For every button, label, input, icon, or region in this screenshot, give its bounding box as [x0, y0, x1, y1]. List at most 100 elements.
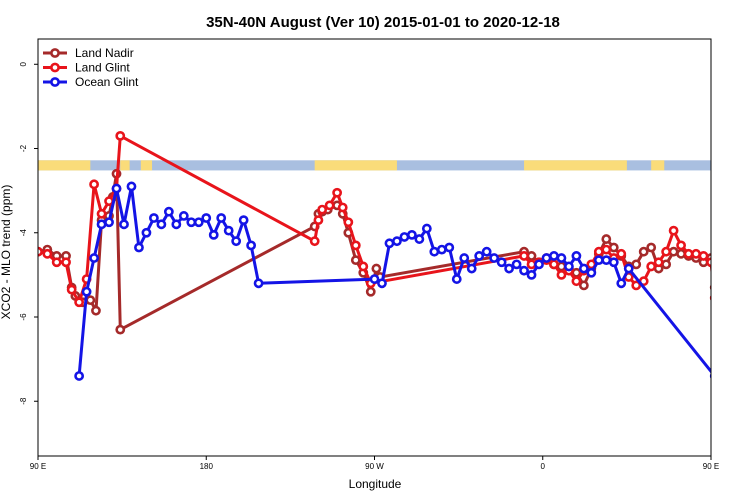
data-point [216, 213, 227, 223]
data-point [421, 223, 432, 234]
data-point [608, 257, 619, 268]
data-point [119, 219, 129, 230]
data-point [178, 211, 189, 221]
data-point [519, 265, 529, 276]
series-land-nadir [38, 168, 750, 335]
data-point [246, 240, 257, 251]
data-point [89, 179, 99, 190]
data-point [541, 253, 552, 263]
data-point [631, 280, 642, 291]
data-point [691, 248, 701, 259]
data-point [722, 299, 729, 306]
data-point [526, 269, 537, 280]
data-point [616, 278, 627, 289]
data-point [661, 259, 672, 270]
legend-marker [50, 77, 60, 87]
land-segment [524, 160, 627, 171]
legend-item: Land Glint [43, 61, 130, 75]
data-point [466, 263, 477, 274]
data-point [81, 286, 92, 297]
data-point [253, 278, 264, 289]
data-point [631, 259, 642, 270]
data-point [115, 130, 126, 141]
data-point [104, 217, 114, 228]
data-point [549, 251, 559, 261]
data-point [96, 219, 107, 230]
data-point [324, 200, 335, 211]
data-point [526, 251, 537, 261]
data-point [238, 215, 249, 226]
data-point [578, 263, 589, 274]
data-point [737, 204, 744, 211]
data-point [91, 305, 101, 316]
data-point [343, 217, 354, 228]
data-point [683, 248, 694, 259]
data-point [436, 244, 447, 255]
data-point [66, 284, 77, 295]
data-point [698, 251, 709, 261]
land-segment [651, 160, 665, 171]
data-point [676, 248, 686, 259]
land-segment [120, 160, 130, 171]
data-point [578, 280, 589, 291]
legend-label: Land Nadir [75, 46, 134, 60]
data-point [616, 248, 627, 259]
data-point [601, 234, 612, 244]
data-point [74, 297, 85, 308]
data-point [623, 263, 634, 274]
data-point [556, 253, 567, 263]
data-point [377, 278, 387, 289]
x-tick-label: 90 E [703, 462, 719, 471]
data-point [406, 229, 417, 240]
chart-title: 35N-40N August (Ver 10) 2015-01-01 to 20… [206, 14, 560, 31]
data-point [231, 236, 242, 247]
data-point [85, 295, 96, 306]
data-point [358, 261, 369, 272]
data-point [74, 371, 85, 381]
data-point [519, 251, 529, 261]
legend-marker [50, 48, 60, 58]
data-point [646, 242, 657, 253]
data-point [61, 257, 71, 268]
data-point [735, 217, 742, 224]
data-point [722, 301, 729, 308]
data-point [726, 273, 733, 280]
data-point [337, 202, 348, 213]
data-point [149, 213, 159, 223]
data-point [171, 219, 182, 230]
data-point [747, 193, 750, 200]
data-point [126, 181, 137, 192]
data-point [732, 221, 739, 228]
data-point [481, 246, 492, 257]
x-axis-label: Longitude [349, 477, 402, 491]
y-axis-label: XCO2 - MLO trend (ppm) [0, 185, 13, 320]
data-point [724, 254, 731, 261]
data-point [474, 251, 485, 261]
x-tick-label: 180 [200, 462, 214, 471]
data-point [717, 303, 724, 310]
data-point [676, 240, 686, 251]
data-point [739, 219, 746, 226]
data-point [134, 242, 144, 253]
data-point [556, 269, 567, 280]
data-point [661, 246, 672, 257]
data-point [208, 229, 219, 240]
data-point [646, 261, 657, 272]
data-point [709, 294, 711, 302]
data-point [601, 244, 612, 255]
data-point [732, 307, 739, 314]
legend-label: Ocean Glint [75, 75, 139, 89]
data-point [186, 217, 197, 228]
data-point [496, 257, 507, 268]
x-tick-label: 0 [541, 462, 546, 471]
y-tick-label: -2 [19, 144, 28, 152]
data-point [549, 259, 559, 270]
data-point [201, 213, 212, 223]
data-point [317, 204, 328, 215]
data-point [709, 284, 711, 291]
data-point [96, 208, 107, 219]
y-tick-label: -8 [19, 397, 28, 405]
y-axis: 0 -2 -4 -6 -8 [19, 61, 38, 405]
legend-item: Ocean Glint [43, 75, 139, 89]
